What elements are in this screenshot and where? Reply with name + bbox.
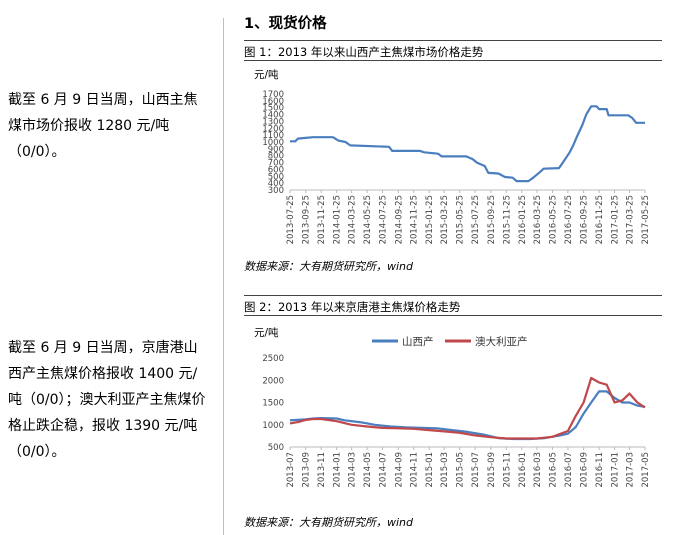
chart2-xtick-label: 2015-05 bbox=[456, 452, 466, 488]
chart2-xtick-label: 2015-03 bbox=[440, 452, 450, 488]
chart1-xtick-label: 2014-11-25 bbox=[410, 195, 420, 244]
chart2-xtick-label: 2014-11 bbox=[410, 452, 420, 488]
chart2-xtick-label: 2013-07 bbox=[286, 452, 296, 488]
chart1-xtick-label: 2013-07-25 bbox=[286, 195, 296, 244]
chart2-ytick-label: 500 bbox=[268, 443, 284, 453]
chart1-ytick-label: 600 bbox=[268, 165, 284, 175]
chart1-xtick-label: 2017-01-25 bbox=[611, 195, 621, 244]
chart2-xtick-label: 2016-03 bbox=[533, 452, 543, 488]
chart1-ytick-label: 1400 bbox=[262, 111, 284, 121]
figure2-caption-rule bbox=[244, 315, 662, 316]
chart2-xtick-label: 2015-11 bbox=[502, 452, 512, 488]
figure1-top-rule bbox=[244, 40, 662, 41]
chart1-xtick-label: 2017-05-25 bbox=[641, 195, 651, 244]
chart2-xtick-label: 2016-09 bbox=[580, 452, 590, 488]
chart1-xtick-label: 2015-05-25 bbox=[456, 195, 466, 244]
chart1-xtick-label: 2016-05-25 bbox=[548, 195, 558, 244]
column-divider bbox=[223, 18, 224, 535]
chart1-ytick-label: 700 bbox=[268, 159, 284, 169]
chart2-xtick-label: 2014-09 bbox=[394, 452, 404, 488]
chart2-xtick-label: 2016-11 bbox=[595, 452, 605, 488]
chart2-xtick-label: 2015-07 bbox=[471, 452, 481, 488]
chart1-xtick-label: 2014-07-25 bbox=[379, 195, 389, 244]
chart1-ytick-label: 1600 bbox=[262, 97, 284, 107]
chart1-ytick-label: 1700 bbox=[262, 90, 284, 100]
chart1-ytick-label: 400 bbox=[268, 179, 284, 189]
chart1-xtick-label: 2015-01-25 bbox=[425, 195, 435, 244]
chart1-xtick-label: 2014-01-25 bbox=[333, 195, 343, 244]
chart2-ytick-label: 1000 bbox=[262, 421, 284, 431]
chart2-xtick-label: 2017-03 bbox=[626, 452, 636, 488]
chart1-ytick-label: 800 bbox=[268, 152, 284, 162]
chart1-ytick-label: 900 bbox=[268, 145, 284, 155]
chart2-legend-label-1: 澳大利亚产 bbox=[475, 335, 528, 348]
chart1-ytick-label: 300 bbox=[268, 186, 284, 196]
chart2-ytick-label: 2500 bbox=[262, 354, 284, 364]
chart1-svg: 3004005006007008009001000110012001300140… bbox=[262, 90, 651, 244]
chart2-xtick-label: 2014-05 bbox=[363, 452, 373, 488]
chart1-xtick-label: 2015-11-25 bbox=[502, 195, 512, 244]
chart1-xtick-label: 2016-11-25 bbox=[595, 195, 605, 244]
chart1-xtick-label: 2016-09-25 bbox=[580, 195, 590, 244]
chart1-ytick-label: 1100 bbox=[262, 131, 284, 141]
figure1-source: 数据来源：大有期货研究所，wind bbox=[244, 260, 414, 273]
chart1-xtick-label: 2016-03-25 bbox=[533, 195, 543, 244]
chart2-xtick-label: 2016-05 bbox=[548, 452, 558, 488]
chart2-xtick-label: 2015-01 bbox=[425, 452, 435, 488]
chart1-xtick-label: 2013-11-25 bbox=[317, 195, 327, 244]
chart2-xtick-label: 2016-07 bbox=[564, 452, 574, 488]
chart1-xtick-label: 2016-01-25 bbox=[518, 195, 528, 244]
chart2-xtick-label: 2013-11 bbox=[317, 452, 327, 488]
chart2-svg: 500 1000 1500 2000 2500 2013-07 2013-09 2013-11… bbox=[262, 335, 651, 488]
chart1-xtick-label: 2014-09-25 bbox=[394, 195, 404, 244]
chart1-xtick-label: 2016-07-25 bbox=[564, 195, 574, 244]
figure2-top-rule bbox=[244, 295, 662, 296]
chart2-series-line-1 bbox=[289, 376, 646, 440]
chart1-xtick-label: 2015-09-25 bbox=[487, 195, 497, 244]
chart2-ytick-label: 1500 bbox=[262, 399, 284, 409]
figure1-caption-rule bbox=[244, 60, 662, 61]
chart2-xtick-label: 2015-09 bbox=[487, 452, 497, 488]
chart1-xtick-label: 2014-05-25 bbox=[363, 195, 373, 244]
figure1-caption: 图 1：2013 年以来山西产主焦煤市场价格走势 bbox=[244, 45, 484, 59]
chart2-unit-label: 元/吨 bbox=[254, 327, 279, 339]
chart1-ytick-label: 1000 bbox=[262, 138, 284, 148]
chart2-series-line-0 bbox=[289, 390, 646, 441]
chart2-xtick-label: 2014-07 bbox=[379, 452, 389, 488]
chart1-ytick-label: 500 bbox=[268, 172, 284, 182]
chart1-xtick-label: 2015-03-25 bbox=[440, 195, 450, 244]
section-title: 1、现货价格 bbox=[244, 16, 327, 32]
paragraph-shanxi-price: 截至 6 月 9 日当周，山西主焦煤市场价报收 1280 元/吨（0/0）。 bbox=[8, 92, 198, 160]
chart1-series-line-0 bbox=[290, 105, 645, 183]
paragraph-jingtang-price: 截至 6 月 9 日当周，京唐港山西产主焦煤价格报收 1400 元/吨（0/0）… bbox=[8, 340, 206, 460]
chart1-xtick-label: 2014-03-25 bbox=[348, 195, 358, 244]
chart1-xtick-label: 2013-09-25 bbox=[302, 195, 312, 244]
chart1-unit-label: 元/吨 bbox=[254, 69, 279, 81]
chart1-xtick-label: 2015-07-25 bbox=[471, 195, 481, 244]
chart1-ytick-label: 1200 bbox=[262, 124, 284, 134]
chart2-ytick-label: 2000 bbox=[262, 376, 284, 386]
chart2-xtick-label: 2016-01 bbox=[518, 452, 528, 488]
chart2-xtick-label: 2014-01 bbox=[333, 452, 343, 488]
chart2-xtick-label: 2013-09 bbox=[302, 452, 312, 488]
chart1-ytick-label: 1500 bbox=[262, 104, 284, 114]
chart2-xtick-label: 2017-05 bbox=[641, 452, 651, 488]
figure2-source: 数据来源：大有期货研究所，wind bbox=[244, 516, 414, 529]
chart2-legend-label-0: 山西产 bbox=[402, 335, 434, 348]
chart1-ytick-label: 1300 bbox=[262, 117, 284, 127]
figure2-caption: 图 2：2013 年以来京唐港主焦煤价格走势 bbox=[244, 300, 461, 314]
chart2-xtick-label: 2014-03 bbox=[348, 452, 358, 488]
chart2-xtick-label: 2017-01 bbox=[611, 452, 621, 488]
chart1-xtick-label: 2017-03-25 bbox=[626, 195, 636, 244]
